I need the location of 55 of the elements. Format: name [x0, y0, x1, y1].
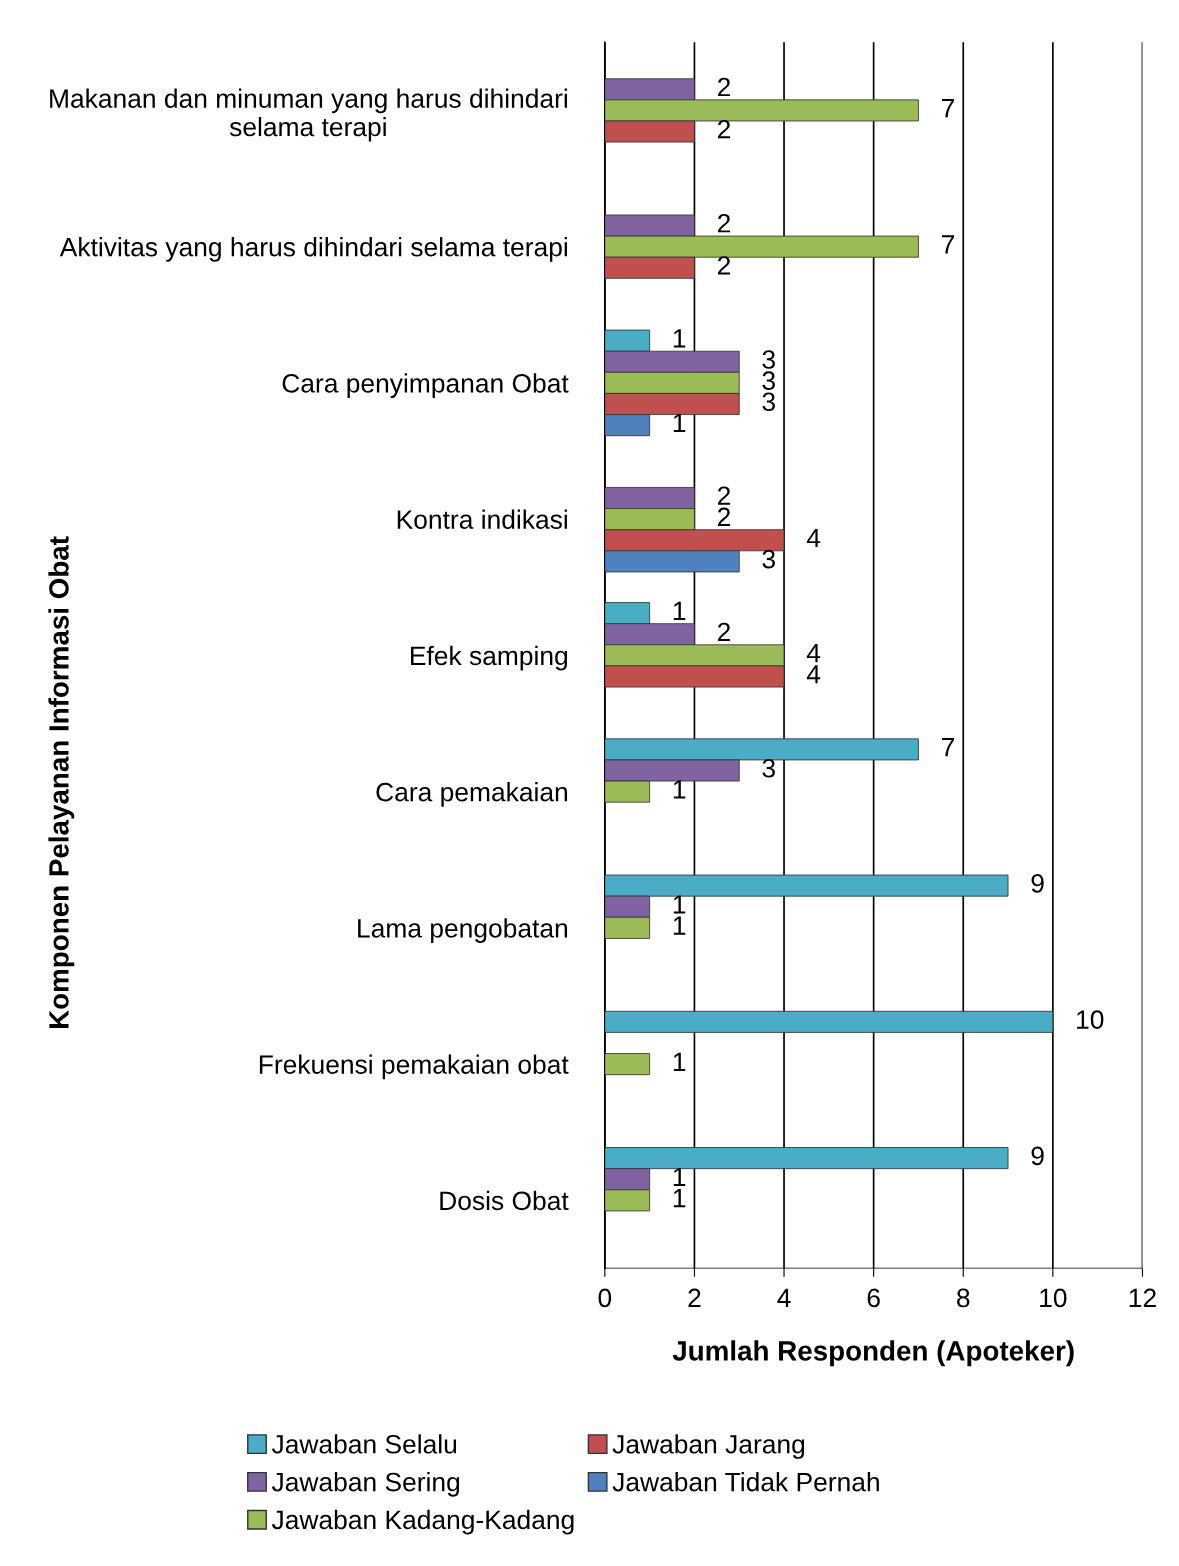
- data-label: 7: [942, 738, 955, 757]
- y-tick-label: Frekuensi pemakaian obat: [259, 1054, 569, 1080]
- y-tick-label: Makanan dan minuman yang harus dihindari selama terapi: [50, 88, 567, 142]
- data-label: 1: [673, 1052, 686, 1071]
- data-label: 9: [1031, 1146, 1044, 1166]
- bar: [604, 1053, 651, 1076]
- data-label: 2: [717, 119, 730, 139]
- data-label: 3: [762, 549, 775, 569]
- data-label: 1: [673, 601, 686, 620]
- data-label: 2: [717, 507, 730, 526]
- data-label: 1: [673, 895, 686, 914]
- data-label: 2: [717, 486, 730, 505]
- data-label: 3: [762, 392, 775, 412]
- bar: [604, 1010, 1054, 1033]
- data-label: 10: [1077, 1010, 1104, 1029]
- data-label: 7: [942, 99, 955, 118]
- y-tick-label: Kontra indikasi: [397, 509, 567, 529]
- x-tick-label: 4: [777, 1288, 791, 1308]
- data-label: 3: [762, 350, 775, 369]
- y-tick-label: Dosis Obat: [440, 1190, 569, 1211]
- x-tick-label: 12: [1129, 1288, 1156, 1308]
- data-label: 2: [717, 77, 730, 97]
- data-label: 1: [673, 1167, 686, 1187]
- legend-label: Jawaban Tidak Pernah: [612, 1472, 879, 1492]
- data-label: 4: [806, 528, 821, 548]
- y-axis-title: Komponen Pelayanan Informasi Obat: [48, 536, 75, 1029]
- data-label: 1: [673, 916, 686, 935]
- data-label: 1: [673, 413, 686, 432]
- data-label: 7: [942, 235, 955, 254]
- x-tick-label: 8: [957, 1288, 970, 1308]
- data-label: 4: [806, 644, 821, 663]
- y-tick-label: Efek samping: [411, 645, 568, 671]
- y-tick-label: Aktivitas yang harus dihindari selama terapi: [59, 237, 567, 262]
- legend-label: Jawaban Jarang: [612, 1434, 805, 1459]
- y-tick-label: Cara penyimpanan Obat: [282, 373, 569, 398]
- legend-label: Jawaban Sering: [271, 1472, 460, 1497]
- data-label: 4: [806, 665, 821, 684]
- data-label: 2: [717, 256, 730, 275]
- x-tick-label: 10: [1040, 1288, 1067, 1308]
- data-label: 1: [673, 329, 686, 348]
- data-label: 9: [1031, 874, 1044, 893]
- data-label: 2: [717, 622, 730, 642]
- x-axis-title: Jumlah Responden (Apoteker): [672, 1340, 1074, 1367]
- data-label: 3: [762, 371, 775, 390]
- legend-label: Jawaban Kadang-Kadang: [271, 1509, 574, 1535]
- legend-label: Jawaban Selalu: [271, 1434, 457, 1454]
- data-label: 1: [673, 1189, 686, 1208]
- x-tick-label: 0: [598, 1288, 612, 1308]
- y-tick-label: Lama pengobatan: [358, 918, 568, 943]
- x-tick-label: 6: [867, 1288, 880, 1308]
- data-label: 2: [717, 213, 730, 233]
- data-label: 3: [762, 758, 775, 778]
- y-tick-label: Cara pemakaian: [376, 782, 568, 807]
- data-label: 1: [673, 780, 686, 799]
- x-tick-label: 2: [688, 1288, 701, 1308]
